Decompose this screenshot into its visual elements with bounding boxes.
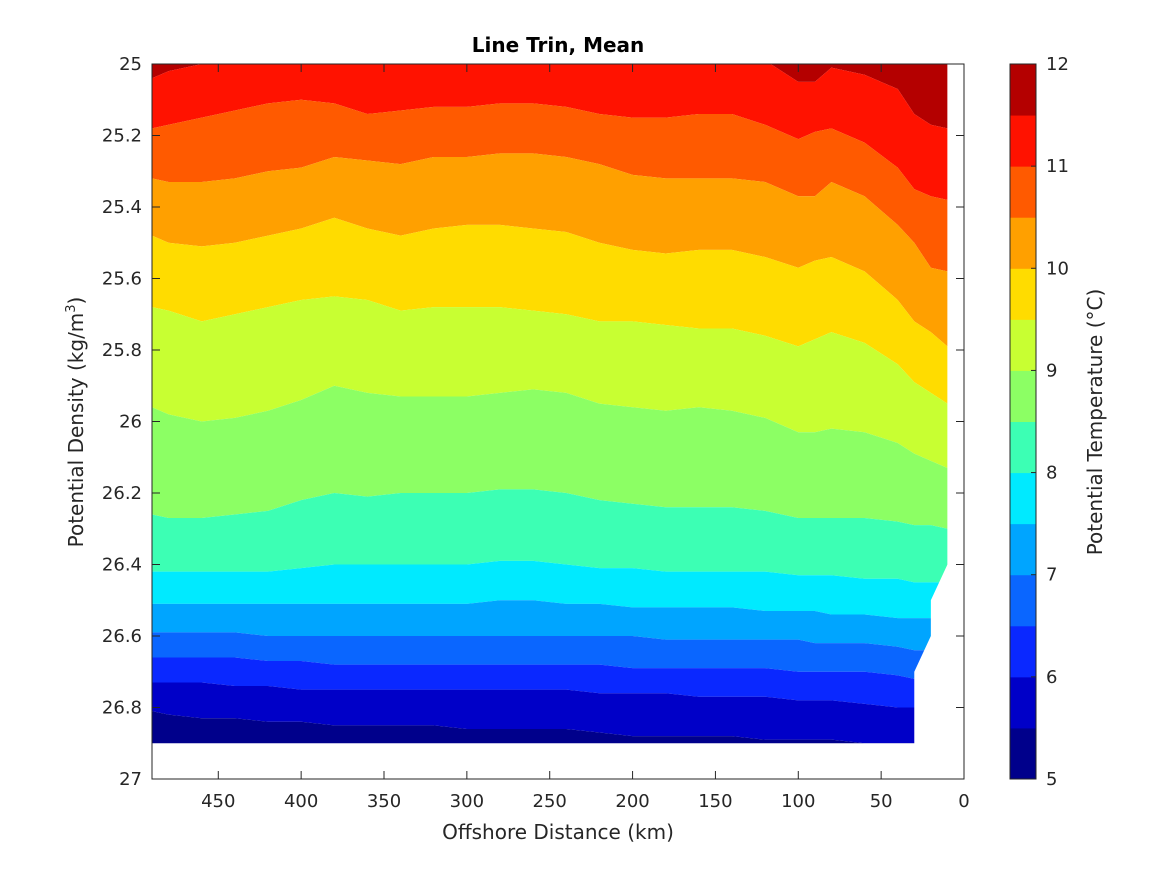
colorbar-swatch	[1010, 472, 1036, 525]
contour-band-6	[152, 682, 948, 744]
plot-area: 450 400 350 300 250 200 150 100 50 0 2525.225.425…	[102, 54, 970, 812]
colorbar-swatch	[1010, 625, 1036, 678]
colorbar-swatch	[1010, 115, 1036, 167]
colorbar-frame	[1009, 63, 1037, 780]
x-tick-label: 100	[781, 791, 815, 812]
colorbar-swatch	[1010, 370, 1036, 422]
x-tick-label: 200	[615, 791, 649, 812]
colorbar-tick-label: 9	[1046, 360, 1057, 381]
contour-band-6.5	[152, 657, 948, 708]
y-axis: 25 25.2 25.4 25.6 25.8 26 26.2 26.4 26.6 26.8 27	[102, 54, 964, 790]
contour-band-9	[152, 385, 948, 529]
y-tick-label: 25.8	[102, 340, 142, 361]
y-axis-label: Potential Density (kg/m3)	[64, 297, 88, 548]
contour-bands	[152, 64, 948, 744]
contour-band-10.5	[152, 153, 948, 347]
colorbar-swatch	[1010, 727, 1036, 780]
y-axis-label-superscript: 3	[64, 304, 79, 312]
y-tick-label: 26.4	[102, 555, 142, 576]
x-tick-label: 350	[367, 791, 401, 812]
contour-band-5.5	[152, 711, 948, 744]
colorbar-bands	[1010, 64, 1036, 780]
y-axis-label-main: Potential Density (kg/m	[64, 313, 88, 548]
colorbar-tick-label: 7	[1046, 565, 1057, 586]
y-tick-label: 26	[119, 412, 142, 433]
x-axis-label: Offshore Distance (km)	[442, 820, 674, 844]
contour-band-11	[152, 99, 948, 272]
colorbar-swatch	[1010, 319, 1036, 371]
colorbar-swatch	[1010, 64, 1036, 116]
x-tick-label: 250	[533, 791, 567, 812]
chart-title: Line Trin, Mean	[472, 33, 645, 57]
x-axis: 450 400 350 300 250 200 150 100 50 0	[201, 64, 970, 812]
contour-band-7	[152, 632, 948, 679]
y-tick-label: 27	[119, 769, 142, 790]
colorbar-tick-label: 10	[1046, 258, 1069, 279]
contour-band-11.5	[152, 64, 948, 200]
colorbar-swatch	[1010, 217, 1036, 269]
x-tick-label: 150	[698, 791, 732, 812]
y-tick-label: 26.6	[102, 626, 142, 647]
colorbar-swatch	[1010, 421, 1036, 474]
colorbar-swatch	[1010, 268, 1036, 320]
x-tick-label: 0	[958, 791, 969, 812]
colorbar-tick-label: 6	[1046, 667, 1057, 688]
colorbar-tick-label: 11	[1046, 156, 1069, 177]
x-tick-label: 400	[284, 791, 318, 812]
y-tick-label: 25	[119, 54, 142, 75]
contour-band-10	[152, 217, 948, 404]
y-axis-label-end: )	[64, 297, 88, 305]
colorbar-swatch	[1010, 676, 1036, 729]
colorbar-tick-label: 8	[1046, 463, 1057, 484]
colorbar-label: Potential Temperature (°C)	[1083, 289, 1107, 556]
y-tick-label: 25.4	[102, 197, 142, 218]
colorbar-tick-label: 5	[1046, 769, 1057, 790]
colorbar-ticks: 12 11 10 9 8 7 6 5	[1031, 54, 1069, 790]
x-tick-label: 450	[201, 791, 235, 812]
y-tick-label: 26.2	[102, 483, 142, 504]
y-tick-label: 25.6	[102, 269, 142, 290]
colorbar-swatch	[1010, 523, 1036, 576]
colorbar-swatch	[1010, 574, 1036, 627]
colorbar: 12 11 10 9 8 7 6 5 Potential Temperature (°C)	[1009, 54, 1107, 790]
contour-band-8.5	[152, 489, 948, 583]
colorbar-tick-label: 12	[1046, 54, 1069, 75]
contour-band-9.5	[152, 296, 948, 468]
x-tick-label: 50	[870, 791, 893, 812]
colorbar-swatch	[1010, 166, 1036, 218]
y-tick-label: 26.8	[102, 698, 142, 719]
y-tick-label: 25.2	[102, 126, 142, 147]
x-tick-label: 300	[450, 791, 484, 812]
contour-band-7.5	[152, 600, 948, 651]
